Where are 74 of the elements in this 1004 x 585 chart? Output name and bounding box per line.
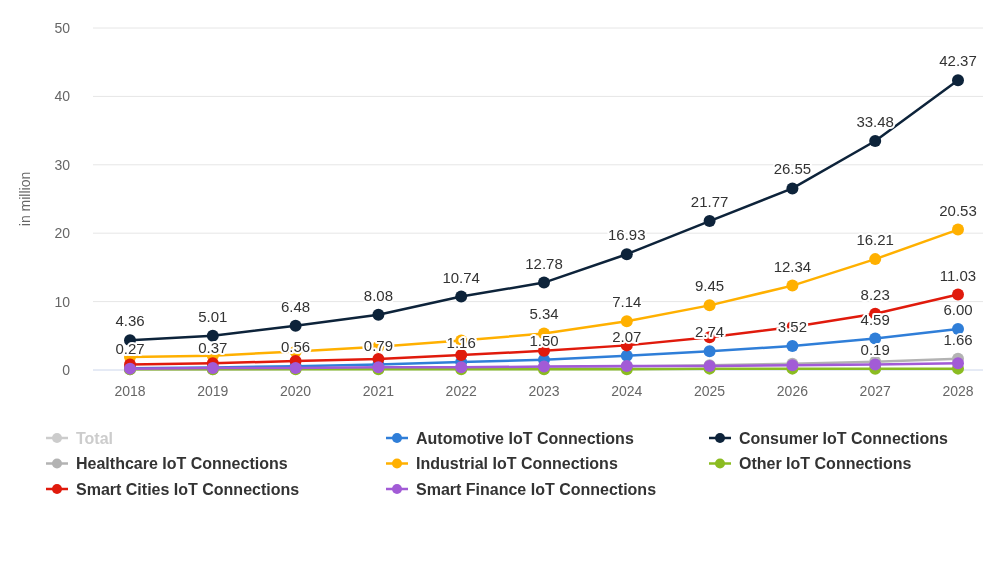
point — [952, 74, 964, 87]
data-label: 0.19 — [860, 340, 890, 358]
point — [289, 319, 302, 332]
legend-label: Healthcare IoT Connections — [76, 455, 288, 473]
point — [952, 357, 964, 370]
data-label: 8.23 — [860, 285, 890, 303]
data-label: 5.34 — [529, 305, 559, 323]
point — [869, 135, 882, 147]
data-label: 21.77 — [690, 193, 729, 211]
y-tick-label: 20 — [54, 225, 71, 242]
point — [952, 288, 964, 301]
point — [786, 182, 799, 195]
data-label: 8.08 — [363, 286, 393, 304]
point — [786, 339, 799, 352]
data-label: 9.45 — [695, 277, 725, 295]
data-label: 16.21 — [856, 231, 894, 249]
data-label: 0.27 — [115, 340, 145, 358]
data-label: 0.37 — [198, 339, 228, 357]
y-tick-label: 50 — [54, 19, 71, 36]
point — [703, 345, 716, 358]
x-tick-label: 2027 — [859, 383, 891, 399]
point — [869, 253, 882, 266]
legend-label: Smart Cities IoT Connections — [76, 480, 300, 498]
point — [869, 332, 882, 345]
legend-label: Smart Finance IoT Connections — [416, 480, 657, 498]
legend-label: Automotive IoT Connections — [416, 429, 634, 447]
data-label: 10.74 — [442, 268, 480, 286]
x-tick-label: 2028 — [942, 383, 974, 399]
point — [372, 308, 385, 321]
point — [538, 276, 550, 289]
y-tick-label: 40 — [54, 88, 71, 105]
data-label: 26.55 — [773, 160, 812, 178]
point — [206, 329, 219, 342]
legend-label: Other IoT Connections — [739, 455, 912, 473]
point — [620, 315, 633, 328]
legend-label: Consumer IoT Connections — [739, 429, 948, 447]
data-label: 5.01 — [198, 307, 228, 325]
legend-label: Industrial IoT Connections — [416, 455, 618, 473]
data-label: 20.53 — [939, 201, 977, 219]
data-label: 6.00 — [943, 300, 973, 318]
point — [952, 223, 964, 236]
data-label: 2.07 — [612, 327, 642, 345]
data-label: 11.03 — [939, 266, 977, 284]
point — [952, 322, 964, 335]
x-tick-label: 2021 — [362, 383, 395, 399]
data-label: 16.93 — [608, 226, 646, 244]
point — [703, 215, 716, 228]
x-tick-label: 2023 — [528, 383, 560, 399]
x-tick-label: 2026 — [776, 383, 809, 399]
x-tick-label: 2025 — [694, 383, 726, 399]
data-label: 4.36 — [115, 312, 145, 330]
data-label: 7.14 — [612, 293, 642, 311]
data-label: 12.34 — [773, 257, 812, 275]
y-tick-label: 0 — [62, 361, 71, 378]
y-tick-label: 10 — [54, 293, 71, 310]
x-tick-label: 2020 — [280, 383, 312, 399]
point — [455, 348, 468, 361]
point — [703, 299, 716, 312]
point — [620, 248, 633, 261]
x-tick-label: 2019 — [197, 383, 229, 399]
data-label: 6.48 — [281, 297, 311, 315]
data-label: 1.66 — [943, 330, 973, 348]
data-label: 1.50 — [529, 331, 559, 349]
data-label: 12.78 — [525, 254, 563, 272]
data-label: 42.37 — [939, 52, 977, 70]
point — [786, 279, 799, 292]
data-label: 4.59 — [860, 310, 890, 328]
y-tick-label: 30 — [54, 156, 71, 173]
data-label: 33.48 — [856, 113, 894, 130]
x-tick-label: 2022 — [445, 383, 477, 399]
x-tick-label: 2018 — [114, 383, 146, 399]
y-axis-title: in million — [17, 171, 33, 227]
point — [455, 290, 468, 303]
x-tick-label: 2024 — [611, 383, 643, 399]
